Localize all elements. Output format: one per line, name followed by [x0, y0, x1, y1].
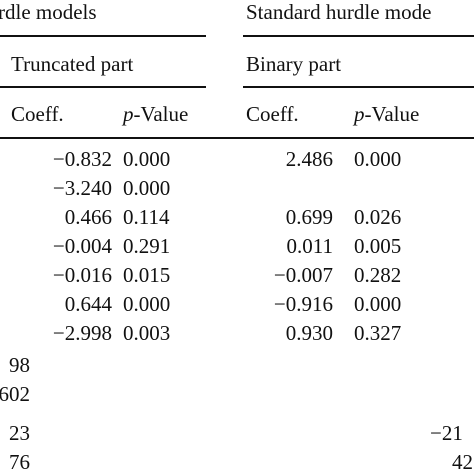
- pvalue-truncated: 0.114: [123, 205, 170, 229]
- pvalue-binary: 0.327: [354, 321, 402, 345]
- coeff-binary: −0.007: [273, 263, 333, 287]
- rule-part-left: [0, 86, 206, 88]
- pvalue-truncated: 0.000: [123, 176, 171, 200]
- pvalue-binary: 0.000: [354, 147, 402, 171]
- coeff-truncated: −0.016: [52, 263, 112, 287]
- coeff-truncated: 0.466: [64, 205, 112, 229]
- rule-group-left: [0, 35, 206, 37]
- coeff-truncated: −2.998: [52, 321, 112, 345]
- rule-group-right: [243, 35, 474, 37]
- group-header-right: Standard hurdle mode: [246, 0, 432, 24]
- pvalue-truncated: 0.000: [123, 147, 171, 171]
- part-header-truncated: Truncated part: [11, 52, 134, 76]
- coeff-binary: 2.486: [285, 147, 333, 171]
- pvalue-truncated: 0.000: [123, 292, 171, 316]
- coeff-truncated: −0.832: [52, 147, 112, 171]
- coeff-truncated: 0.644: [64, 292, 112, 316]
- rule-header-bottom: [0, 137, 474, 139]
- coeff-binary: −0.916: [273, 292, 333, 316]
- pvalue-truncated: 0.015: [123, 263, 171, 287]
- col-header-pvalue-1: p-Value: [123, 102, 189, 126]
- bottom-value: 602: [0, 382, 30, 406]
- bottom-value: 98: [9, 353, 30, 377]
- pvalue-binary: 0.000: [354, 292, 402, 316]
- bottom-value-right: 42: [452, 450, 473, 474]
- coeff-binary: 0.930: [285, 321, 333, 345]
- pvalue-binary: 0.282: [354, 263, 402, 287]
- coeff-truncated: −0.004: [52, 234, 112, 258]
- group-header-left: rdle models: [0, 0, 97, 24]
- col-header-coeff-1: Coeff.: [11, 102, 64, 126]
- col-header-pvalue-2: p-Value: [354, 102, 420, 126]
- pvalue-binary: 0.005: [354, 234, 402, 258]
- coeff-truncated: −3.240: [52, 176, 112, 200]
- pvalue-truncated: 0.003: [123, 321, 171, 345]
- coeff-binary: 0.011: [286, 234, 333, 258]
- pvalue-truncated: 0.291: [123, 234, 171, 258]
- bottom-value-right: −21: [430, 421, 463, 445]
- col-header-coeff-2: Coeff.: [246, 102, 299, 126]
- bottom-value: 23: [9, 421, 30, 445]
- part-header-binary: Binary part: [246, 52, 342, 76]
- pvalue-binary: 0.026: [354, 205, 402, 229]
- coeff-binary: 0.699: [285, 205, 333, 229]
- rule-part-right: [243, 86, 474, 88]
- bottom-value: 76: [9, 450, 30, 474]
